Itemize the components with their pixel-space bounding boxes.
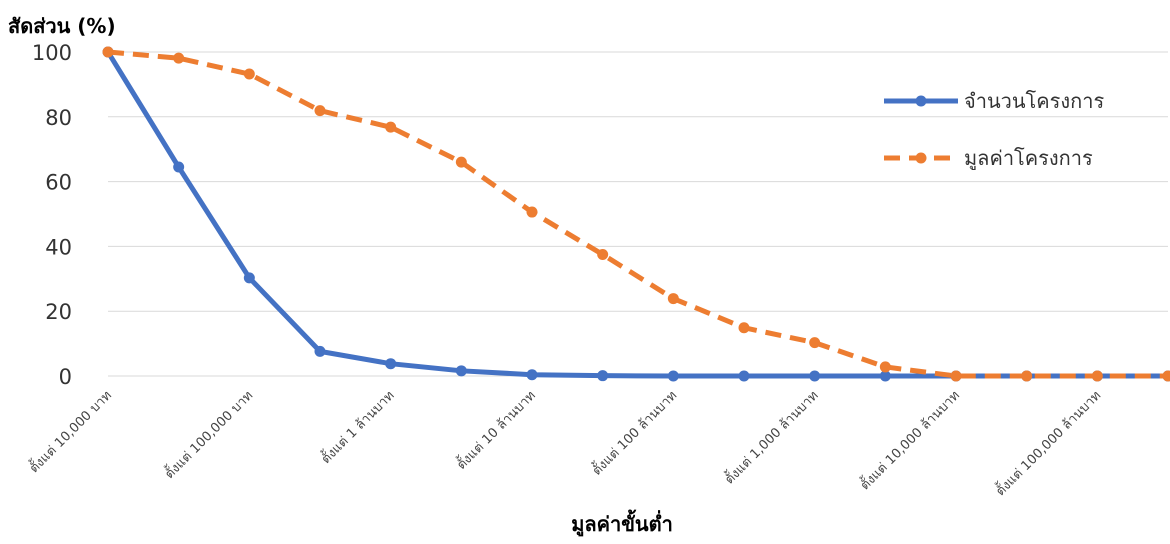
data-point [455,156,467,168]
data-point [667,293,679,305]
legend-label: จำนวนโครงการ [964,89,1104,113]
data-point [879,370,891,382]
y-tick-label: 20 [45,300,72,324]
data-point [809,370,821,382]
y-tick-labels: 0 20 40 60 80 100 [32,41,72,389]
data-point [738,370,750,382]
data-point [526,206,538,218]
data-point [243,68,255,80]
x-tick-label: ตั้งแต่ 1 ล้านบาท [317,386,398,467]
x-tick-label: ตั้งแต่ 10 ล้านบาท [452,386,539,473]
data-point [879,361,891,373]
data-point [314,345,326,357]
y-tick-label: 60 [45,171,72,195]
y-tick-label: 0 [59,365,72,389]
data-point [597,370,609,382]
data-point [1021,370,1033,382]
legend-marker [915,152,927,164]
data-point [1091,370,1103,382]
x-tick-label: ตั้งแต่ 100,000 บาท [160,386,256,482]
data-point [738,322,750,334]
legend-item: มูลค่าโครงการ [884,146,1093,171]
data-point [173,161,185,173]
data-point [385,121,397,133]
x-tick-label: ตั้งแต่ 100,000 ล้านบาท [991,386,1104,499]
y-tick-label: 40 [45,235,72,259]
data-point [597,249,609,260]
data-point [455,365,467,377]
series-2 [102,46,1170,382]
series-line [107,49,1168,379]
data-point [809,337,821,349]
x-tick-labels: ตั้งแต่ 10,000 บาท ตั้งแต่ 100,000 บาท ตั้… [25,386,1104,499]
data-point [950,370,962,382]
y-tick-label: 100 [32,41,72,65]
x-axis-label: มูลค่าขั้นต่ำ [571,509,673,538]
data-point [1162,370,1170,382]
legend-marker [915,95,927,107]
x-tick-label: ตั้งแต่ 100 ล้านบาท [588,386,681,479]
data-point [102,46,114,58]
data-point [173,52,185,64]
legend-label: มูลค่าโครงการ [964,146,1093,171]
legend-item: จำนวนโครงการ [884,89,1104,113]
x-tick-label: ตั้งแต่ 10,000 ล้านบาท [856,386,963,493]
y-axis-label: สัดส่วน (%) [8,14,116,38]
x-tick-label: ตั้งแต่ 1,000 ล้านบาท [720,386,821,487]
y-tick-label: 80 [45,106,72,130]
data-point [243,272,255,284]
x-tick-label: ตั้งแต่ 10,000 บาท [25,386,115,476]
data-point [526,369,538,381]
data-point [385,358,397,370]
data-point [667,370,679,382]
series-lines [102,46,1170,382]
data-point [314,105,326,117]
